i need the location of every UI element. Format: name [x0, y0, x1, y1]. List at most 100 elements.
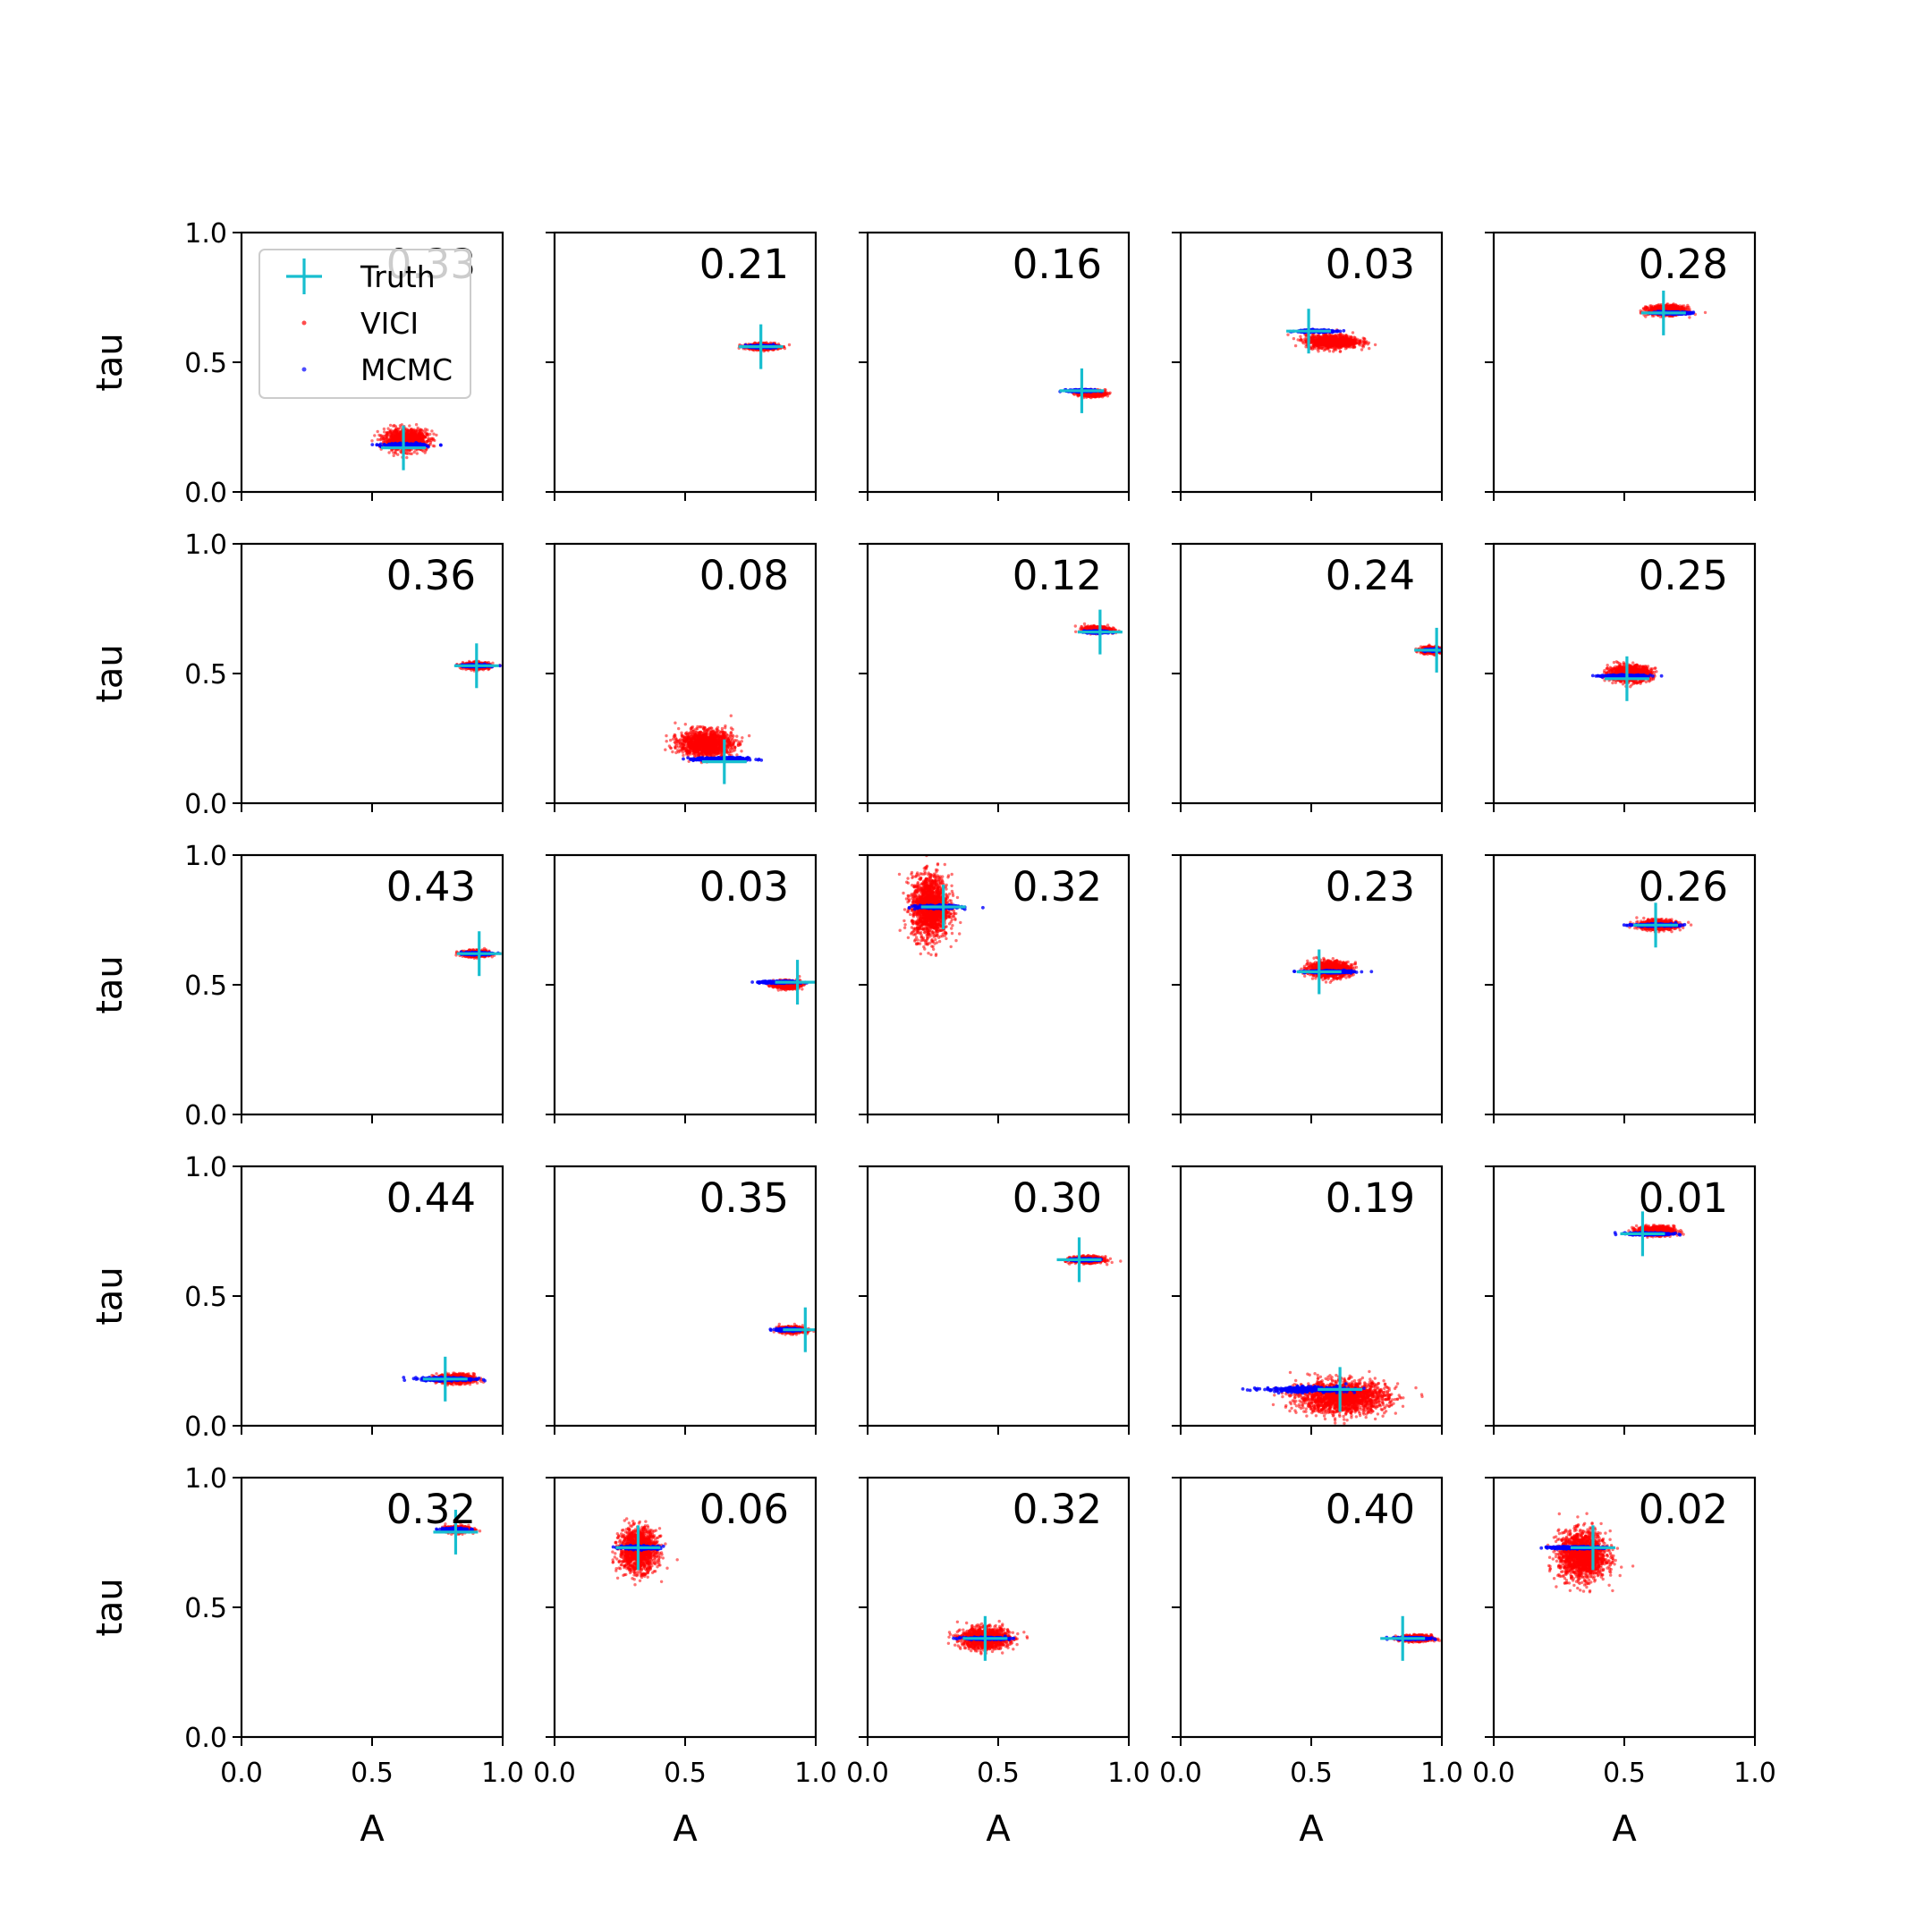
vici-point: [1320, 346, 1325, 350]
vici-point: [1317, 338, 1321, 342]
vici-point: [1304, 345, 1308, 349]
vici-point: [432, 432, 436, 436]
vici-point: [433, 445, 436, 448]
mcmc-point: [1333, 329, 1337, 334]
vici-samples: [1286, 328, 1377, 353]
vici-point: [1312, 345, 1316, 349]
vici-point: [415, 452, 419, 455]
vici-point: [1311, 339, 1315, 343]
vici-point: [1331, 337, 1335, 342]
vici-point: [1286, 333, 1290, 336]
mcmc-point: [375, 443, 379, 447]
vici-point: [1347, 338, 1351, 342]
vici-point: [379, 437, 383, 441]
vici-point: [405, 455, 409, 460]
vici-point: [388, 423, 393, 428]
vici-point: [412, 450, 416, 454]
vici-point: [392, 453, 395, 458]
vici-point: [1106, 394, 1110, 398]
vici-point: [1360, 344, 1364, 348]
vici-point: [1331, 343, 1335, 348]
mcmc-point: [370, 443, 375, 446]
vici-point: [382, 427, 386, 431]
panel-points: [737, 324, 792, 369]
vici-point: [787, 343, 792, 347]
mcmc-point: [427, 445, 430, 449]
vici-point: [1336, 337, 1340, 342]
vici-point: [1352, 343, 1356, 348]
vici-point: [414, 423, 419, 427]
vici-point: [413, 432, 417, 436]
vici-point: [1094, 395, 1097, 399]
legend-mcmc-marker: [301, 367, 307, 372]
vici-point: [1338, 334, 1343, 337]
vici-point: [1318, 346, 1322, 350]
vici-point: [1323, 339, 1326, 343]
mcmc-point: [420, 443, 425, 447]
vici-point: [1304, 335, 1309, 339]
vici-point: [407, 439, 411, 443]
vici-point: [1344, 334, 1348, 337]
vici-point: [1327, 349, 1332, 353]
vici-point: [408, 452, 412, 455]
vici-point: [418, 436, 421, 440]
vici-point: [382, 439, 386, 443]
vici-point: [1103, 394, 1107, 397]
vici-point: [386, 427, 390, 430]
vici-point: [1327, 333, 1331, 336]
panel-5: 0.28: [1485, 231, 1757, 501]
panel-points: [1639, 290, 1707, 335]
y-tick-label: 0.5: [184, 348, 227, 379]
vici-point: [408, 424, 411, 428]
mcmc-point: [397, 443, 402, 446]
vici-point: [419, 429, 422, 433]
panel-2: 0.21: [546, 231, 818, 501]
vici-point: [1342, 335, 1345, 339]
vici-point: [1076, 394, 1080, 398]
vici-point: [1346, 343, 1350, 347]
panel-points: [1286, 309, 1377, 354]
vici-point: [1362, 337, 1367, 341]
truth-marker: [381, 425, 427, 470]
vici-point: [1334, 341, 1337, 344]
mcmc-point: [410, 443, 414, 447]
vici-point: [1332, 350, 1335, 353]
truth-marker: [1286, 309, 1332, 354]
vici-point: [1334, 343, 1338, 347]
vici-point: [390, 434, 394, 438]
vici-point: [1323, 335, 1326, 339]
vici-point: [1341, 338, 1344, 342]
panel-value-label: 0.21: [699, 241, 789, 288]
truth-marker: [1059, 368, 1105, 413]
vici-point: [1338, 344, 1342, 348]
vici-point: [1299, 335, 1302, 338]
panel-points: [370, 423, 443, 470]
vici-point: [435, 433, 438, 437]
panel-3: 0.16: [859, 231, 1131, 501]
y-tick-label: 0.0: [184, 478, 227, 509]
vici-point: [415, 436, 419, 440]
vici-point: [376, 437, 380, 442]
vici-point: [1368, 346, 1371, 351]
legend-truth-label: Truth: [360, 259, 436, 294]
vici-point: [1361, 340, 1366, 344]
vici-point: [1343, 337, 1347, 341]
vici-point: [1367, 341, 1371, 344]
vici-point: [1343, 347, 1348, 351]
vici-point: [376, 429, 379, 434]
vici-point: [1293, 343, 1298, 348]
vici-point: [421, 434, 425, 438]
vici-point: [410, 431, 413, 435]
vici-point: [1340, 342, 1343, 345]
vici-point: [1373, 343, 1377, 347]
vici-point: [394, 428, 397, 432]
vici-point: [1311, 333, 1315, 336]
mcmc-point: [1342, 328, 1346, 333]
vici-point: [427, 436, 430, 440]
vici-point: [387, 433, 391, 436]
vici-point: [1360, 348, 1364, 352]
vici-point: [396, 453, 400, 456]
legend-vici-label: VICI: [360, 306, 419, 341]
vici-point: [1320, 340, 1324, 343]
vici-point: [394, 436, 398, 441]
